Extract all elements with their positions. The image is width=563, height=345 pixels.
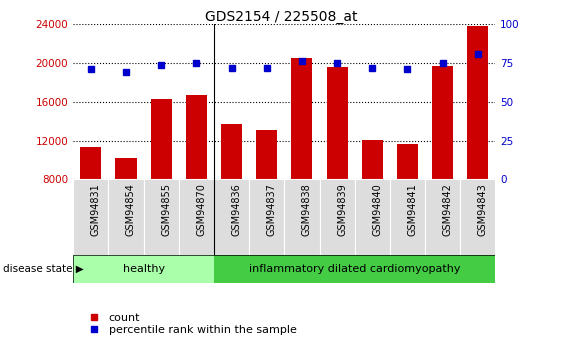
Bar: [80, 147, 101, 179]
Text: GDS2154 / 225508_at: GDS2154 / 225508_at: [205, 10, 358, 24]
Bar: [284, 179, 320, 255]
Bar: [115, 158, 136, 179]
Text: GSM94843: GSM94843: [478, 183, 488, 236]
Text: GSM94831: GSM94831: [91, 183, 101, 236]
Text: disease state ▶: disease state ▶: [3, 264, 83, 274]
Bar: [292, 58, 312, 179]
Bar: [249, 179, 284, 255]
Bar: [397, 145, 418, 179]
Bar: [461, 179, 495, 255]
Bar: [221, 124, 242, 179]
Bar: [467, 26, 488, 179]
Text: GSM94854: GSM94854: [126, 183, 136, 236]
Text: GSM94841: GSM94841: [408, 183, 418, 236]
Bar: [327, 67, 347, 179]
Bar: [425, 179, 461, 255]
Text: GSM94840: GSM94840: [372, 183, 382, 236]
Bar: [214, 179, 249, 255]
Text: GSM94870: GSM94870: [196, 183, 207, 236]
Text: GSM94838: GSM94838: [302, 183, 312, 236]
Text: GSM94837: GSM94837: [267, 183, 277, 236]
Bar: [432, 66, 453, 179]
Text: GSM94836: GSM94836: [231, 183, 242, 236]
Legend: count, percentile rank within the sample: count, percentile rank within the sample: [79, 309, 301, 339]
Text: healthy: healthy: [123, 264, 164, 274]
Bar: [73, 255, 214, 283]
Text: GSM94839: GSM94839: [337, 183, 347, 236]
Bar: [179, 179, 214, 255]
Bar: [320, 179, 355, 255]
Bar: [151, 99, 172, 179]
Bar: [214, 255, 495, 283]
Bar: [144, 179, 179, 255]
Bar: [73, 179, 108, 255]
Bar: [355, 179, 390, 255]
Bar: [362, 140, 383, 179]
Bar: [390, 179, 425, 255]
Bar: [186, 95, 207, 179]
Bar: [108, 179, 144, 255]
Bar: [256, 130, 277, 179]
Text: GSM94855: GSM94855: [161, 183, 171, 236]
Text: GSM94842: GSM94842: [443, 183, 453, 236]
Text: inflammatory dilated cardiomyopathy: inflammatory dilated cardiomyopathy: [249, 264, 461, 274]
